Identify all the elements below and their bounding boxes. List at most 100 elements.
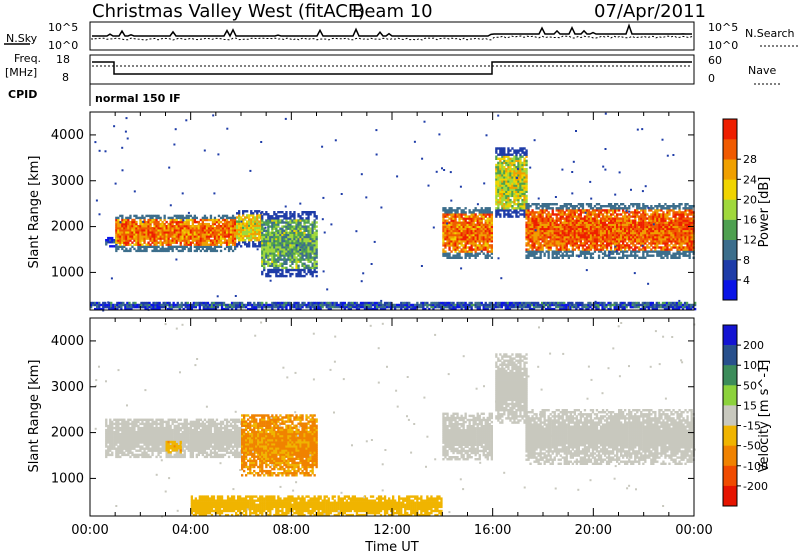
data-cell-r6 [612, 209, 615, 212]
data-cell-r6 [618, 244, 621, 247]
data-cell-r6 [658, 225, 661, 229]
data-cell-r6 [688, 219, 691, 222]
data-cell-r5 [519, 172, 522, 175]
data-cell-r6 [662, 231, 665, 235]
data-cell-r6 [585, 219, 589, 222]
data-cell-r6 [654, 231, 657, 235]
data-cell-r4 [446, 242, 449, 245]
data-cell-r6 [575, 233, 578, 237]
data-cell-r5 [503, 196, 506, 200]
data-cell-r1 [215, 237, 219, 240]
data-cell-r3 [287, 241, 290, 245]
data-cell-r1 [139, 216, 142, 220]
data-cell-r6 [575, 244, 578, 247]
data-cell-r1 [125, 231, 128, 234]
data-cell-r5 [525, 186, 528, 189]
data-cell-r6 [549, 217, 552, 220]
data-cell-r2 [242, 212, 245, 215]
data-cell-r6 [569, 205, 572, 208]
data-cell-r3 [287, 221, 290, 224]
data-cell-r6 [585, 211, 589, 214]
data-cell-r5 [507, 184, 510, 187]
data-cell-r3 [307, 235, 310, 239]
data-cell-r7 [124, 305, 127, 309]
data-cell-r6 [599, 211, 603, 214]
data-cell-r4 [452, 219, 455, 222]
data-cell-r3 [299, 235, 302, 239]
data-cell-r1 [173, 245, 176, 248]
data-cell-r6 [605, 227, 609, 231]
data-cell-r6 [676, 242, 679, 245]
data-cell-r3 [285, 262, 288, 265]
data-cell-r2 [250, 220, 253, 223]
data-cell-r4 [484, 211, 487, 214]
data-cell-r5 [495, 151, 498, 154]
data-cell-r1 [127, 222, 130, 226]
data-cell-r5 [509, 163, 512, 167]
data-cell-r6 [575, 229, 578, 233]
data-cell-r3 [269, 244, 272, 247]
data-cell-r1 [141, 245, 144, 248]
data-cell-r4 [488, 236, 491, 239]
data-cell-r6 [571, 209, 574, 212]
data-cell-r6 [539, 256, 542, 259]
data-cell-r3 [299, 233, 302, 237]
data-cell-r3 [293, 254, 296, 257]
data-cell-r5 [507, 215, 510, 218]
data-cell-r6 [581, 207, 585, 210]
data-cell-r6 [535, 207, 538, 210]
data-cell-r6 [618, 225, 621, 229]
data-cell-r6 [547, 248, 550, 251]
data-cell-r1 [219, 216, 223, 220]
data-cell-r4 [462, 236, 465, 239]
data-cell-r1 [223, 220, 227, 224]
data-cell-r6 [644, 207, 647, 210]
data-cell-r3 [295, 235, 298, 239]
data-cell-r2 [242, 218, 245, 221]
data-cell-r6 [533, 215, 536, 218]
data-cell-r5 [519, 186, 522, 189]
data-cell-r7 [130, 305, 133, 309]
data-cell-r1 [223, 229, 227, 232]
data-cell-r7 [249, 301, 252, 305]
data-cell-r4 [452, 254, 455, 257]
data-cell-r3 [277, 248, 280, 251]
data-cell-r6 [638, 250, 641, 253]
data-cell-r4 [456, 207, 459, 210]
data-cell-r2 [248, 222, 251, 225]
data-cell-r3 [273, 252, 276, 255]
data-cell-r3 [261, 211, 264, 214]
data-cell-r4 [446, 223, 449, 226]
data-cell-r5 [519, 213, 522, 216]
data-cell-r5 [517, 211, 520, 214]
data-cell-r4 [470, 238, 473, 241]
data-cell-r1 [169, 222, 172, 226]
data-cell-r1 [165, 237, 168, 240]
data-cell-r7 [232, 301, 236, 305]
data-cell-r6 [585, 221, 589, 224]
data-cell-r1 [193, 249, 196, 253]
data-cell-r3 [283, 260, 286, 263]
data-cell-r2 [252, 234, 255, 238]
data-cell-r3 [287, 268, 290, 272]
data-cell-r6 [684, 213, 687, 216]
data-cell-r4 [444, 231, 447, 235]
data-cell-r5 [511, 194, 514, 198]
data-cell-r4 [490, 231, 493, 235]
data-cell-r6 [535, 238, 538, 241]
data-cell-r5 [521, 174, 524, 177]
data-cell-r2 [238, 232, 241, 236]
data-cell-r1 [203, 237, 207, 240]
data-cell-r6 [579, 203, 582, 206]
data-cell-r4 [442, 233, 445, 237]
data-cell-r6 [575, 217, 578, 220]
data-cell-r3 [305, 233, 308, 237]
data-cell-r6 [622, 203, 625, 206]
data-cell-r1 [153, 227, 156, 230]
data-cell-r1 [145, 229, 148, 232]
data-cell-r1 [181, 247, 184, 251]
data-cell-r2 [244, 230, 247, 234]
data-cell-r4 [442, 225, 445, 229]
data-cell-r6 [668, 236, 671, 239]
data-cell-r1 [187, 233, 190, 236]
